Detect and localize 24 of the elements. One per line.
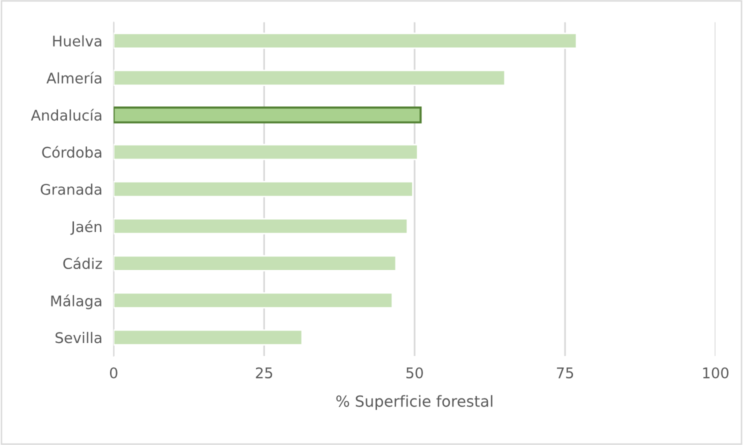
x-tick-label: 100: [703, 367, 728, 378]
bar: [114, 329, 303, 346]
y-tick-label: Huelva: [53, 35, 102, 47]
bar: [114, 292, 394, 308]
y-tick-label: Almería: [46, 72, 102, 84]
bar: [114, 181, 414, 198]
x-tick-label: 0: [110, 367, 118, 378]
bar: [114, 70, 506, 86]
y-tick-label: Jaén: [70, 220, 102, 235]
y-tick-label: Granada: [40, 184, 102, 195]
bar: [114, 218, 408, 234]
y-tick-label: Andalucía: [30, 108, 102, 121]
bar: [114, 255, 397, 272]
y-tick-label: Cádiz: [63, 257, 102, 270]
bar: [114, 32, 578, 49]
bar: [114, 144, 418, 160]
x-tick-label: 25: [256, 367, 272, 378]
y-tick-label: Sevilla: [56, 332, 102, 344]
x-tick-label: 75: [556, 368, 574, 378]
bar: [114, 106, 422, 124]
x-tick-label: 50: [406, 367, 423, 378]
y-tick-label: Córdoba: [42, 146, 102, 158]
x-axis-title: % Superficie forestal: [336, 395, 492, 410]
y-tick-label: Málaga: [51, 294, 102, 310]
